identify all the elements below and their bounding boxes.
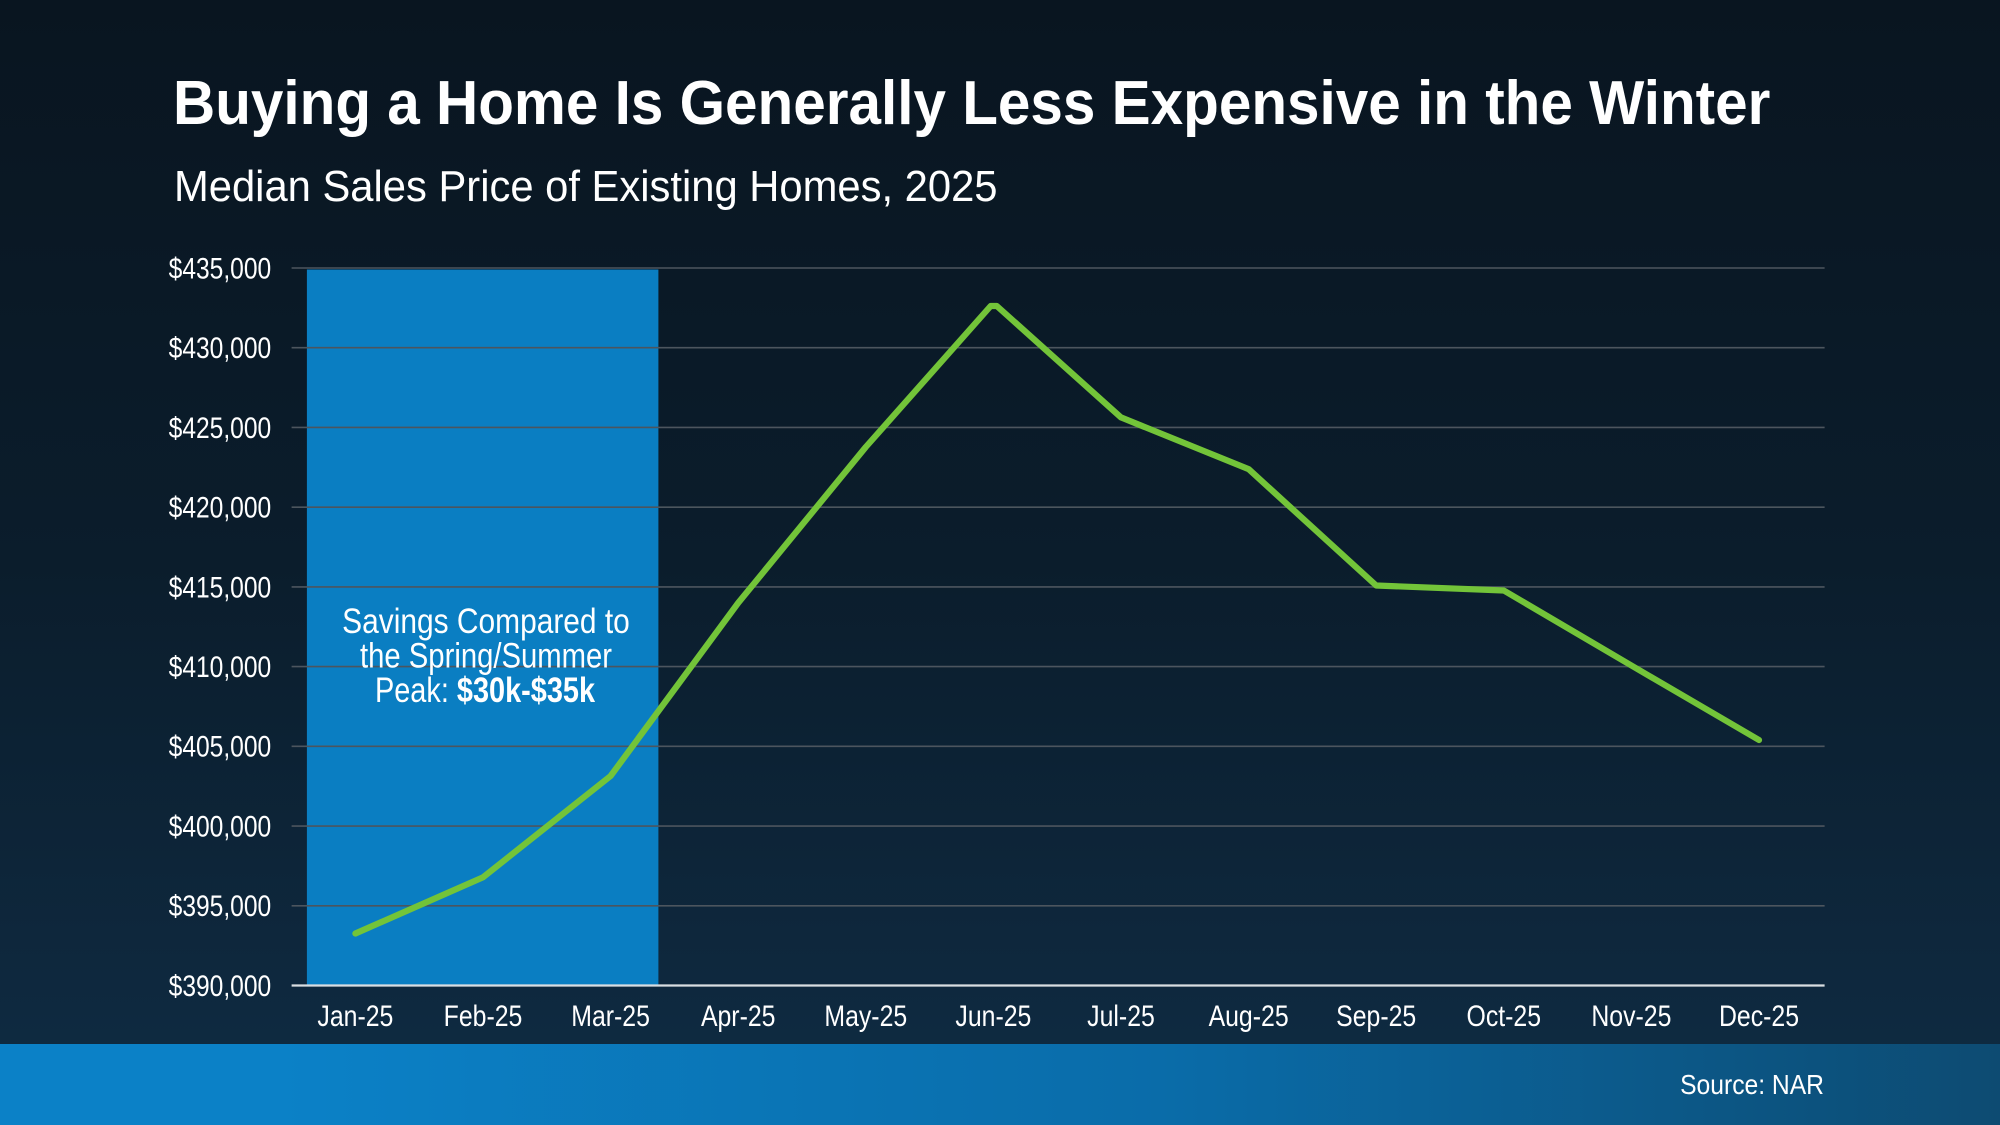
svg-text:Jan-25: Jan-25 [317, 999, 393, 1033]
svg-text:Dec-25: Dec-25 [1719, 999, 1799, 1033]
svg-text:Oct-25: Oct-25 [1467, 999, 1542, 1033]
svg-text:$410,000: $410,000 [169, 650, 272, 684]
svg-text:Nov-25: Nov-25 [1591, 999, 1671, 1033]
svg-text:$415,000: $415,000 [169, 570, 272, 604]
svg-text:Jun-25: Jun-25 [955, 999, 1031, 1033]
svg-text:Feb-25: Feb-25 [444, 999, 523, 1033]
svg-text:$390,000: $390,000 [169, 969, 272, 1003]
svg-text:$395,000: $395,000 [169, 889, 272, 923]
svg-text:Savings Compared to: Savings Compared to [342, 602, 630, 641]
svg-text:$430,000: $430,000 [169, 331, 272, 365]
svg-text:Peak: $30k-$35k: Peak: $30k-$35k [375, 670, 595, 709]
svg-text:$435,000: $435,000 [169, 251, 272, 285]
svg-text:$420,000: $420,000 [169, 490, 272, 524]
svg-text:Apr-25: Apr-25 [701, 999, 776, 1033]
svg-text:$405,000: $405,000 [169, 729, 272, 763]
svg-text:Mar-25: Mar-25 [571, 999, 650, 1033]
svg-text:Source: NAR: Source: NAR [1680, 1069, 1824, 1101]
svg-text:Aug-25: Aug-25 [1209, 999, 1289, 1033]
svg-text:$400,000: $400,000 [169, 809, 272, 843]
svg-text:May-25: May-25 [824, 999, 907, 1033]
svg-text:the Spring/Summer: the Spring/Summer [360, 636, 612, 675]
svg-text:$425,000: $425,000 [169, 410, 272, 444]
svg-text:Jul-25: Jul-25 [1087, 999, 1155, 1033]
svg-text:Sep-25: Sep-25 [1336, 999, 1416, 1033]
